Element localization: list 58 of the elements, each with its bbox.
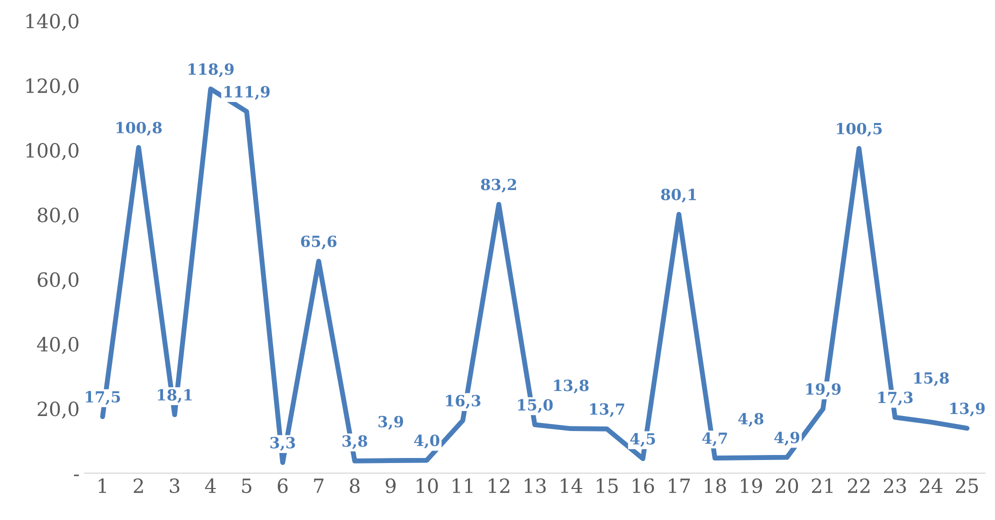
y-tick-label: 120,0: [26, 78, 78, 96]
x-tick-label: 10: [416, 478, 438, 494]
data-label: 4,0: [414, 434, 440, 449]
x-tick-label: 5: [242, 478, 252, 494]
y-tick-label: 60,0: [38, 272, 78, 290]
y-tick-label: 100,0: [26, 143, 78, 160]
x-tick-label: 11: [452, 478, 472, 493]
data-label: 13,8: [554, 380, 589, 394]
x-tick-label: 8: [350, 478, 360, 494]
y-tick-label: -: [74, 474, 79, 476]
data-label: 3,8: [342, 435, 368, 450]
data-label: 17,5: [86, 391, 120, 405]
data-label: 3,9: [378, 416, 404, 430]
x-tick-label: 9: [386, 478, 396, 494]
x-tick-label: 18: [704, 478, 726, 494]
x-tick-label: 17: [668, 478, 690, 493]
x-tick-label: 21: [812, 478, 833, 493]
data-label: 4,5: [630, 433, 656, 447]
y-tick-label: 80,0: [38, 208, 78, 225]
x-tick-label: 16: [632, 478, 654, 494]
data-label: 13,7: [590, 403, 624, 418]
x-tick-label: 4: [205, 478, 216, 493]
data-label: 4,9: [774, 432, 800, 446]
x-tick-label: 25: [956, 478, 978, 494]
x-tick-label: 20: [776, 478, 798, 494]
data-label: 19,9: [806, 383, 841, 398]
y-tick-label: 20,0: [38, 402, 78, 419]
x-tick-label: 22: [848, 478, 870, 493]
x-tick-label: 15: [596, 478, 618, 494]
y-tick-label: 40,0: [37, 336, 78, 354]
data-label: 3,3: [270, 436, 295, 451]
y-tick-label: 140,0: [26, 14, 78, 31]
x-tick-label: 7: [314, 478, 324, 493]
data-label: 18,1: [158, 389, 192, 403]
x-tick-label: 19: [740, 478, 762, 494]
data-label: 80,1: [661, 188, 696, 203]
data-label: 111,9: [224, 86, 270, 100]
x-tick-label: 6: [278, 478, 288, 494]
x-tick-label: 13: [524, 478, 546, 494]
data-label: 100,8: [116, 122, 162, 136]
x-tick-label: 23: [884, 478, 906, 494]
data-label: 16,3: [446, 394, 480, 409]
x-tick-label: 1: [98, 478, 106, 493]
data-label: 83,2: [480, 178, 516, 193]
data-label: 15,8: [914, 372, 949, 386]
data-label: 17,3: [878, 392, 913, 406]
data-label: 118,9: [188, 63, 234, 78]
data-label: 13,9: [950, 402, 985, 417]
x-tick-label: 24: [920, 478, 942, 493]
x-tick-label: 14: [560, 478, 582, 493]
x-tick-label: 3: [170, 478, 180, 494]
x-tick-label: 12: [488, 478, 510, 493]
data-label: 4,7: [702, 432, 727, 446]
data-label: 100,5: [836, 122, 882, 137]
x-tick-label: 2: [134, 478, 143, 493]
data-label: 4,8: [738, 412, 764, 427]
data-label: 15,0: [518, 399, 553, 413]
data-label: 65,6: [301, 236, 336, 250]
